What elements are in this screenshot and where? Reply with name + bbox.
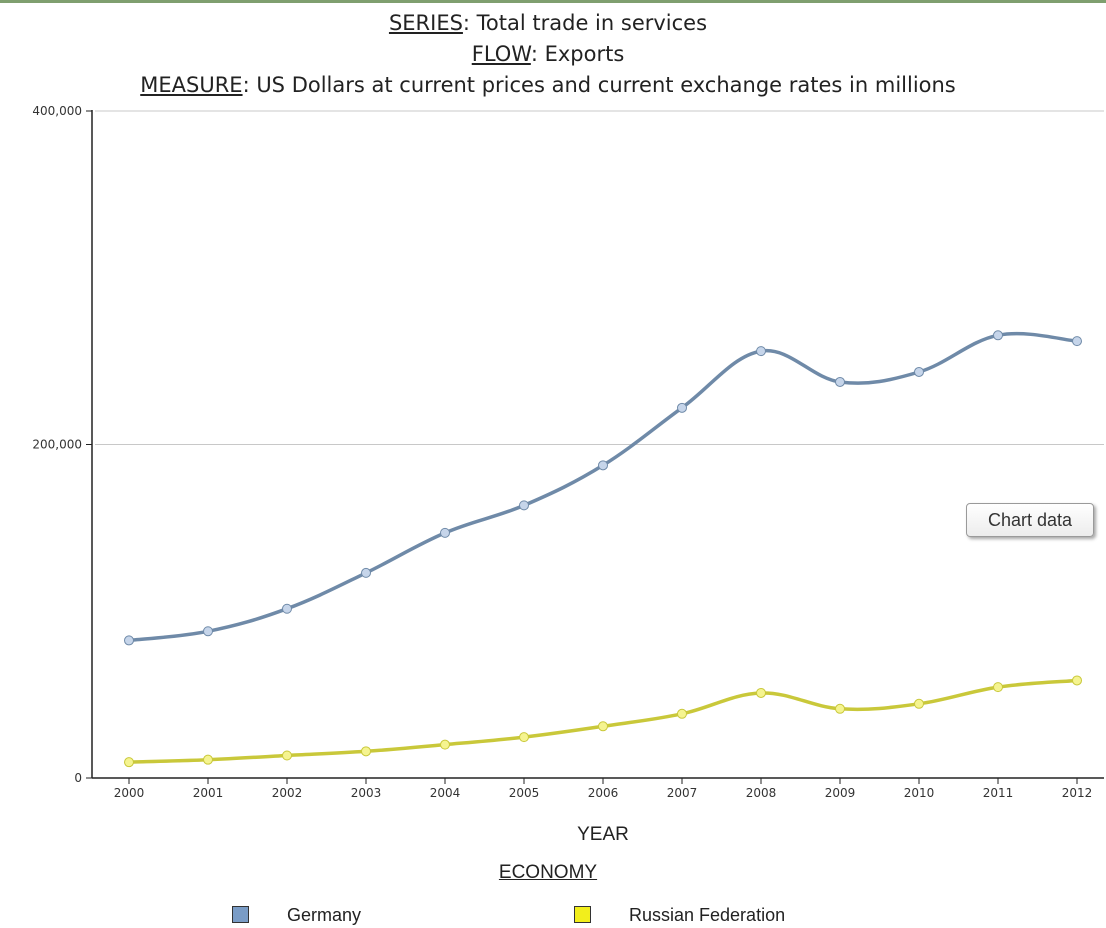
series-layer bbox=[124, 330, 1082, 768]
chart-header: SERIES: Total trade in services FLOW: Ex… bbox=[0, 8, 1096, 101]
legend: ECONOMY Germany Russian Federation bbox=[0, 862, 1096, 925]
data-point-germany-2001[interactable] bbox=[203, 626, 213, 637]
data-point-russian-federation-2003[interactable] bbox=[361, 746, 371, 757]
data-point-russian-federation-2000[interactable] bbox=[124, 757, 134, 768]
x-tick-label: 2010 bbox=[904, 786, 935, 800]
data-point-russian-federation-2012[interactable] bbox=[1072, 675, 1082, 686]
data-point-russian-federation-2007[interactable] bbox=[677, 708, 687, 719]
measure-key: MEASURE bbox=[140, 73, 243, 97]
data-point-germany-2002[interactable] bbox=[282, 603, 292, 614]
data-point-germany-2008[interactable] bbox=[756, 346, 766, 357]
legend-item-russian-federation[interactable]: Russian Federation bbox=[574, 902, 785, 928]
data-point-russian-federation-2010[interactable] bbox=[914, 698, 924, 709]
data-point-germany-2006[interactable] bbox=[598, 460, 608, 471]
data-point-russian-federation-2004[interactable] bbox=[440, 739, 450, 750]
data-point-russian-federation-2011[interactable] bbox=[993, 682, 1003, 693]
x-tick-label: 2002 bbox=[272, 786, 303, 800]
data-point-germany-2007[interactable] bbox=[677, 402, 687, 413]
data-point-germany-2003[interactable] bbox=[361, 567, 371, 578]
legend-label-germany: Germany bbox=[287, 905, 362, 925]
x-tick-label: 2001 bbox=[193, 786, 224, 800]
data-point-germany-2009[interactable] bbox=[835, 376, 845, 387]
data-point-germany-2005[interactable] bbox=[519, 500, 529, 511]
x-tick-label: 2008 bbox=[746, 786, 777, 800]
data-point-russian-federation-2002[interactable] bbox=[282, 750, 292, 761]
series-line-germany bbox=[127, 331, 1079, 643]
data-point-germany-2012[interactable] bbox=[1072, 336, 1082, 347]
grid-lines bbox=[95, 110, 1104, 445]
y-tick-label: 200,000 bbox=[32, 438, 82, 452]
series-russian-federation bbox=[124, 675, 1082, 768]
x-tick-label: 2011 bbox=[983, 786, 1014, 800]
data-point-germany-2011[interactable] bbox=[993, 330, 1003, 341]
flow-key: FLOW bbox=[471, 42, 531, 66]
legend-title: ECONOMY bbox=[498, 862, 598, 883]
data-point-germany-2004[interactable] bbox=[440, 527, 450, 538]
data-point-russian-federation-2008[interactable] bbox=[756, 687, 766, 698]
data-point-germany-2010[interactable] bbox=[914, 366, 924, 377]
x-tick-label: 2012 bbox=[1062, 786, 1093, 800]
measure-value: : US Dollars at current prices and curre… bbox=[242, 73, 956, 97]
x-tick-label: 2003 bbox=[351, 786, 382, 800]
data-point-russian-federation-2009[interactable] bbox=[835, 703, 845, 714]
x-tick-label: 2005 bbox=[509, 786, 540, 800]
data-point-russian-federation-2006[interactable] bbox=[598, 721, 608, 732]
series-value: : Total trade in services bbox=[462, 11, 708, 35]
data-point-germany-2000[interactable] bbox=[124, 635, 134, 646]
data-point-russian-federation-2005[interactable] bbox=[519, 732, 529, 743]
legend-swatch-germany bbox=[232, 906, 249, 923]
legend-label-russian-federation: Russian Federation bbox=[629, 905, 786, 925]
x-tick-label: 2004 bbox=[430, 786, 461, 800]
x-axis-title: YEAR bbox=[577, 824, 629, 845]
legend-swatch-russian-federation bbox=[574, 906, 591, 923]
flow-line: FLOW: Exports bbox=[0, 39, 1096, 70]
series-line: SERIES: Total trade in services bbox=[0, 8, 1096, 39]
y-tick-label: 0 bbox=[74, 771, 82, 785]
chart-data-button[interactable]: Chart data bbox=[966, 503, 1094, 537]
series-key: SERIES bbox=[388, 11, 463, 35]
x-tick-label: 2006 bbox=[588, 786, 619, 800]
top-border bbox=[0, 0, 1106, 3]
legend-items: Germany Russian Federation bbox=[0, 902, 1096, 928]
measure-line: MEASURE: US Dollars at current prices an… bbox=[0, 70, 1096, 101]
x-tick-label: 2000 bbox=[114, 786, 145, 800]
flow-value: : Exports bbox=[530, 42, 625, 66]
data-point-russian-federation-2001[interactable] bbox=[203, 754, 213, 765]
axes: 0 200,000 400,000 2000 2001 2002 2003 2004 2005 2… bbox=[32, 104, 1104, 800]
x-tick-label: 2009 bbox=[825, 786, 856, 800]
series-germany bbox=[124, 330, 1082, 646]
legend-item-germany[interactable]: Germany bbox=[232, 902, 361, 928]
x-tick-label: 2007 bbox=[667, 786, 698, 800]
y-tick-label: 400,000 bbox=[32, 104, 82, 118]
